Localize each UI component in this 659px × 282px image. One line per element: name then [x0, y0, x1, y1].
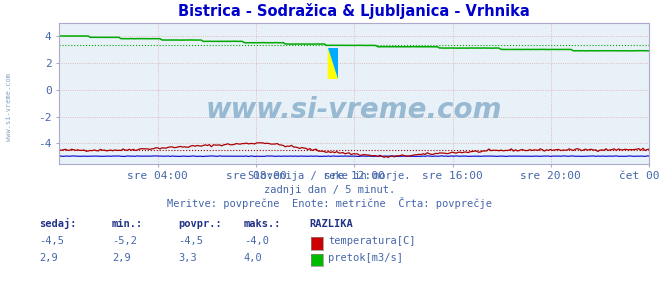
Polygon shape — [328, 48, 338, 79]
Text: www.si-vreme.com: www.si-vreme.com — [5, 73, 12, 141]
Text: zadnji dan / 5 minut.: zadnji dan / 5 minut. — [264, 185, 395, 195]
Text: temperatura[C]: temperatura[C] — [328, 236, 416, 246]
Text: Slovenija / reke in morje.: Slovenija / reke in morje. — [248, 171, 411, 181]
Text: -4,0: -4,0 — [244, 236, 269, 246]
Polygon shape — [328, 48, 338, 79]
Text: 2,9: 2,9 — [40, 253, 58, 263]
Text: www.si-vreme.com: www.si-vreme.com — [206, 96, 502, 124]
Text: 4,0: 4,0 — [244, 253, 262, 263]
Text: RAZLIKA: RAZLIKA — [310, 219, 353, 229]
Text: maks.:: maks.: — [244, 219, 281, 229]
Text: Meritve: povprečne  Enote: metrične  Črta: povprečje: Meritve: povprečne Enote: metrične Črta:… — [167, 197, 492, 209]
Text: 2,9: 2,9 — [112, 253, 130, 263]
Text: -4,5: -4,5 — [40, 236, 65, 246]
Text: sedaj:: sedaj: — [40, 218, 77, 229]
Text: povpr.:: povpr.: — [178, 219, 221, 229]
Text: -5,2: -5,2 — [112, 236, 137, 246]
Title: Bistrica - Sodražica & Ljubljanica - Vrhnika: Bistrica - Sodražica & Ljubljanica - Vrh… — [179, 3, 530, 19]
Text: pretok[m3/s]: pretok[m3/s] — [328, 253, 403, 263]
Text: 3,3: 3,3 — [178, 253, 196, 263]
Text: -4,5: -4,5 — [178, 236, 203, 246]
Text: min.:: min.: — [112, 219, 143, 229]
